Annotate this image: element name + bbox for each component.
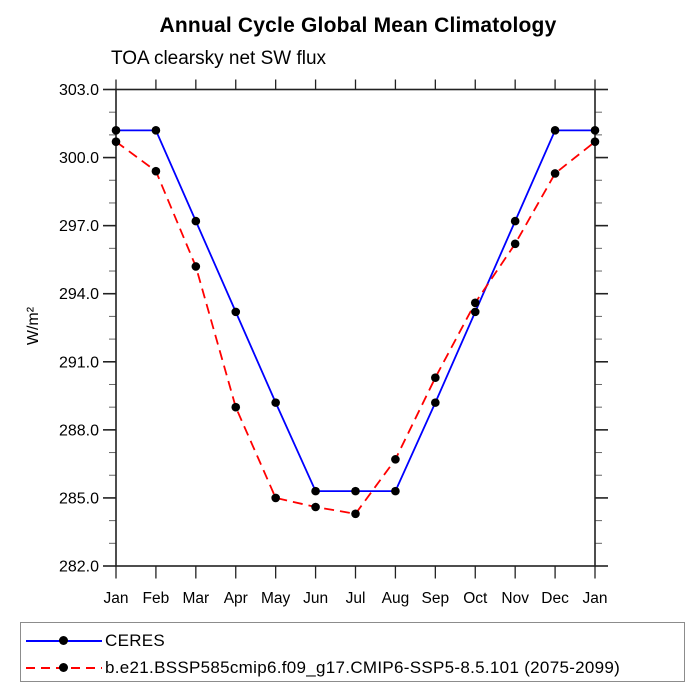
- data-point-ceres: [431, 398, 440, 407]
- legend-marker-dot-icon: [59, 636, 68, 645]
- series-line-ceres: [116, 129, 595, 493]
- x-tick-label: Aug: [382, 590, 410, 607]
- data-point-model: [391, 455, 400, 464]
- data-point-ceres: [271, 398, 280, 407]
- y-tick-label: 303.0: [59, 82, 99, 99]
- chart-subtitle: TOA clearsky net SW flux: [111, 48, 327, 69]
- y-tick-label: 300.0: [59, 150, 99, 167]
- data-point-model: [590, 137, 600, 146]
- plot-frame: [115, 88, 596, 567]
- data-point-ceres: [470, 307, 480, 317]
- data-point-model: [271, 493, 280, 503]
- data-point-model: [311, 502, 320, 512]
- data-point-ceres: [151, 126, 161, 135]
- y-axis-label: W/m²: [25, 306, 42, 345]
- data-point-ceres: [510, 216, 520, 226]
- data-point-model: [510, 239, 520, 249]
- legend-sample-solid: [26, 636, 102, 645]
- data-point-ceres: [231, 307, 241, 317]
- y-tick-label: 282.0: [59, 559, 99, 576]
- data-point-model: [431, 373, 440, 382]
- x-tick-label: May: [261, 590, 291, 607]
- legend: CERES b.e21.BSSP585cmip6.f09_g17.CMIP6-S…: [20, 622, 685, 682]
- data-point-ceres: [351, 486, 360, 496]
- y-tick-label: 294.0: [59, 286, 99, 303]
- x-tick-label: Feb: [143, 590, 170, 607]
- y-tick-label: 297.0: [59, 218, 99, 235]
- y-tick-label: 285.0: [59, 490, 99, 507]
- data-point-model: [191, 262, 201, 271]
- data-point-ceres: [311, 486, 320, 496]
- data-point-model: [231, 402, 241, 412]
- x-tick-label: Dec: [541, 590, 569, 607]
- legend-sample-dashed: [26, 663, 102, 672]
- legend-marker-dot-icon: [59, 663, 68, 672]
- legend-label-model: b.e21.BSSP585cmip6.f09_g17.CMIP6-SSP5-8.…: [105, 657, 621, 677]
- x-tick-label: Nov: [501, 590, 529, 607]
- plot-area: W/m² 282.0 285.0 288.0 291.0 294.0 297.0 300.0…: [25, 79, 608, 607]
- x-tick-label: Mar: [182, 590, 209, 607]
- data-point-model: [470, 298, 480, 308]
- legend-item-ceres: CERES: [21, 627, 684, 654]
- y-tick-label: 288.0: [59, 422, 99, 439]
- x-tick-label: Oct: [463, 590, 488, 607]
- legend-label-ceres: CERES: [105, 630, 166, 650]
- x-tick-label: Jul: [346, 590, 366, 607]
- chart-title: Annual Cycle Global Mean Climatology: [159, 14, 557, 37]
- series-line-model: [115, 140, 596, 515]
- x-tick-label: Jan: [104, 590, 129, 607]
- data-point-model: [151, 166, 161, 176]
- x-tick-label: Jan: [583, 590, 608, 607]
- legend-item-model: b.e21.BSSP585cmip6.f09_g17.CMIP6-SSP5-8.…: [21, 654, 684, 681]
- x-tick-label: Jun: [303, 590, 328, 607]
- x-tick-label: Sep: [422, 590, 450, 607]
- x-tick-label: Apr: [224, 590, 248, 607]
- data-point-model: [111, 137, 121, 146]
- data-point-ceres: [111, 126, 121, 135]
- data-point-ceres: [550, 126, 560, 135]
- data-point-model: [351, 509, 360, 519]
- data-point-ceres: [590, 126, 600, 135]
- data-point-model: [550, 169, 560, 178]
- data-point-ceres: [191, 216, 201, 226]
- data-point-ceres: [391, 486, 400, 496]
- y-tick-label: 291.0: [59, 354, 99, 371]
